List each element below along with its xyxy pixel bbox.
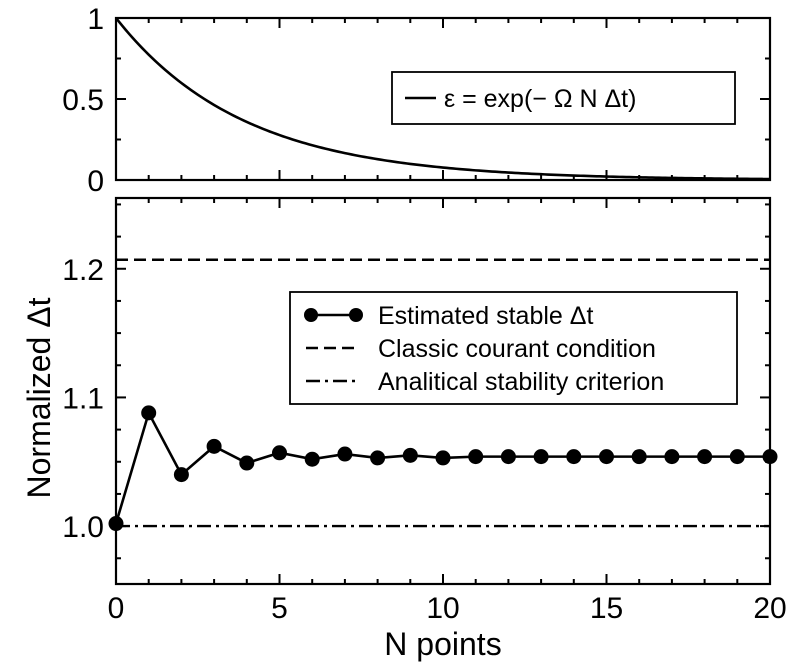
bottom-y-tick-label: 1.2 <box>62 254 104 287</box>
bottom-x-tick-labels: 0 5 10 15 20 <box>108 592 787 625</box>
top-y-tick-label: 0.5 <box>62 84 104 117</box>
estimated-series-point <box>664 449 680 465</box>
estimated-series-point <box>468 449 484 465</box>
top-series <box>114 17 771 181</box>
top-series-line <box>114 17 771 181</box>
legend-label-analytical: Analitical stability criterion <box>378 368 664 396</box>
legend-sample-estimated-marker-right <box>349 308 363 322</box>
top-y-tick-labels: 00.51 <box>62 3 104 198</box>
estimated-series-point <box>206 438 222 454</box>
bottom-legend: Estimated stable Δt Classic courant cond… <box>289 291 738 405</box>
bottom-series <box>108 258 778 532</box>
estimated-series-point <box>239 455 255 471</box>
estimated-series-point <box>500 449 516 465</box>
top-legend: ε = exp(− Ω N Δt) <box>391 71 736 125</box>
estimated-series-point <box>435 450 451 466</box>
estimated-series-point <box>370 450 386 466</box>
x-axis-title: N points <box>384 626 501 662</box>
bottom-legend-box <box>289 291 738 405</box>
estimated-series-line <box>114 409 770 524</box>
bottom-x-tick-label: 15 <box>590 592 623 625</box>
estimated-series-point <box>729 449 745 465</box>
estimated-series-point <box>697 449 713 465</box>
estimated-series-point <box>762 449 778 465</box>
top-y-tick-label: 0 <box>87 165 104 198</box>
bottom-panel: 1.0 1.1 1.2 0 5 10 15 20 Estimated stable Δt C… <box>62 196 787 625</box>
bottom-y-tick-labels: 1.0 1.1 1.2 <box>62 254 104 544</box>
bottom-y-tick-label: 1.0 <box>62 511 104 544</box>
estimated-series-point <box>272 445 287 461</box>
bottom-x-tick-label: 10 <box>426 592 459 625</box>
legend-sample-estimated-marker-left <box>304 308 318 322</box>
bottom-ticks <box>115 198 771 584</box>
top-legend-box <box>391 71 736 125</box>
estimated-series-point <box>566 449 582 465</box>
estimated-series-point <box>599 449 614 465</box>
legend-label-estimated: Estimated stable Δt <box>378 302 593 330</box>
estimated-series-point <box>304 451 320 467</box>
estimated-series-point <box>108 516 124 532</box>
top-legend-label: ε = exp(− Ω N Δt) <box>444 85 636 113</box>
estimated-series-point <box>533 449 549 465</box>
legend-label-courant: Classic courant condition <box>378 335 656 363</box>
estimated-series-point <box>141 405 157 421</box>
bottom-y-tick-label: 1.1 <box>62 382 104 415</box>
bottom-x-tick-label: 20 <box>753 592 786 625</box>
y-axis-title: Normalized Δt <box>21 297 57 498</box>
bottom-x-tick-label: 0 <box>108 592 125 625</box>
estimated-series-point <box>631 449 647 465</box>
top-panel: 00.51 ε = exp(− Ω N Δt) <box>62 3 772 198</box>
estimated-series-point <box>173 467 189 483</box>
estimated-series-point <box>402 447 418 463</box>
top-y-tick-label: 1 <box>87 3 104 36</box>
estimated-series-point <box>337 446 353 462</box>
bottom-x-tick-label: 5 <box>271 592 288 625</box>
